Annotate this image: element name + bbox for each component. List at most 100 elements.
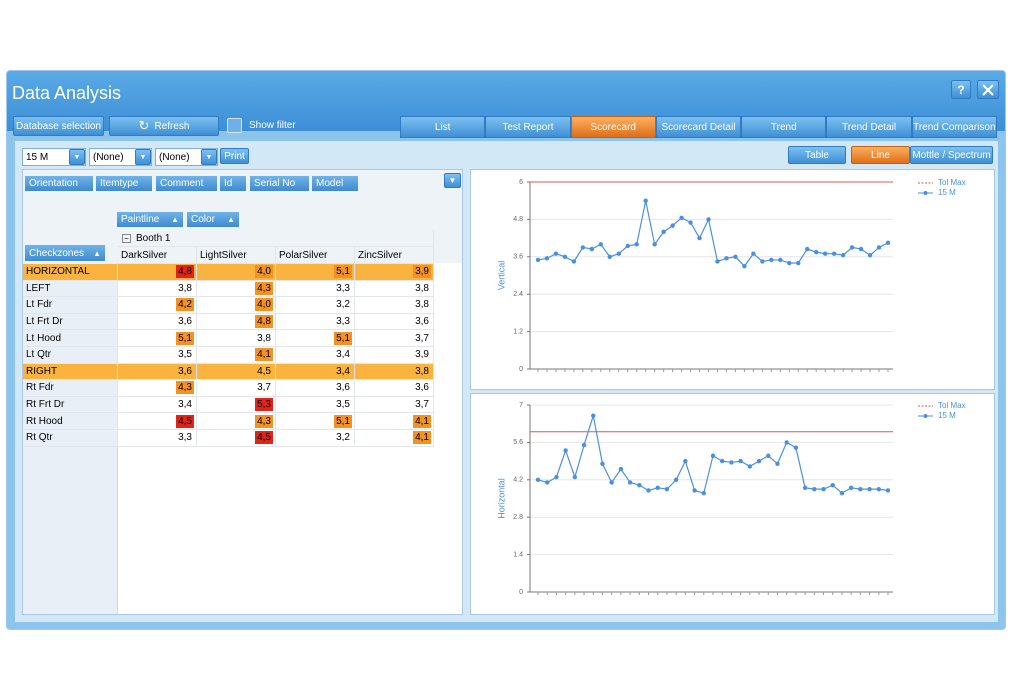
cell: 4,3 [197, 413, 276, 430]
column-field[interactable]: Color ▲ [187, 212, 239, 227]
point [652, 242, 657, 247]
point [733, 254, 738, 259]
cell-value: 3,9 [415, 349, 429, 361]
cell: 3,8 [118, 280, 197, 298]
y-tick-label: 2.8 [513, 514, 523, 521]
tab[interactable]: Trend [741, 116, 827, 138]
point [822, 251, 828, 256]
point [784, 440, 789, 445]
point [747, 464, 753, 469]
cell: 5,1 [118, 330, 197, 347]
cell-value: 3,8 [415, 299, 429, 311]
print-button[interactable]: Print [220, 148, 249, 164]
cell-value: 3,2 [336, 299, 350, 311]
point [535, 257, 541, 263]
cell-value: 4,3 [176, 381, 194, 395]
row-header: LEFT [23, 280, 118, 298]
view-button[interactable]: Mottle / Spectrum [910, 146, 993, 164]
database-selection-button[interactable]: Database selection [13, 116, 104, 136]
tab[interactable]: Trend Detail [826, 116, 912, 138]
point [738, 458, 743, 464]
group-label: Booth 1 [136, 232, 171, 244]
point [554, 474, 559, 480]
field-button[interactable]: Id [220, 176, 246, 191]
legend-label: Tol Max [938, 178, 966, 187]
view-button[interactable]: Table [788, 146, 846, 164]
field-button[interactable]: Comment [156, 176, 217, 191]
point [756, 458, 762, 464]
column-header: DarkSilver [118, 247, 197, 264]
cell: 4,1 [355, 413, 434, 430]
y-tick-label: 4.8 [513, 216, 523, 223]
dropdown[interactable]: (None) ▼ [155, 148, 218, 166]
legend-label: 15 M [938, 411, 956, 420]
cell-value: 3,8 [178, 282, 192, 294]
y-tick-label: 1.2 [513, 328, 523, 335]
cell: 5,1 [276, 330, 355, 347]
cell-value: 5,1 [176, 331, 194, 345]
field-button[interactable]: Itemtype [96, 176, 152, 191]
point [637, 482, 642, 488]
cell: 3,6 [118, 313, 197, 331]
cell: 5,3 [197, 396, 276, 414]
legend-label: 15 M [938, 188, 956, 197]
point [720, 458, 725, 464]
point [858, 486, 863, 492]
window-title: Data Analysis [12, 83, 122, 103]
point [634, 242, 639, 247]
row-field[interactable]: Checkzones ▲ [25, 245, 105, 261]
refresh-button[interactable]: ↻ Refresh [109, 116, 219, 136]
field-button[interactable]: Serial No [250, 176, 309, 191]
dropdown[interactable]: 15 M ▼ [22, 148, 86, 166]
close-button[interactable] [977, 80, 999, 99]
cell-value: 3,3 [336, 282, 350, 294]
group-header: − Booth 1 [118, 230, 434, 247]
y-tick-label: 0 [519, 589, 523, 596]
point [766, 453, 771, 458]
cell-value: 3,2 [336, 432, 350, 444]
view-switch: Table Line Mottle / Spectrum [788, 146, 993, 164]
y-tick-label: 2.4 [513, 291, 523, 298]
y-tick-label: 3.6 [513, 254, 523, 261]
dropdown[interactable]: (None) ▼ [89, 148, 152, 166]
sort-icon: ▲ [93, 248, 101, 258]
field-chooser[interactable]: ▼ [444, 173, 461, 188]
y-tick-label: 0 [519, 366, 523, 373]
cell: 4,0 [197, 264, 276, 281]
field-button[interactable]: Orientation [25, 176, 93, 191]
legend-marker [923, 191, 928, 195]
point [775, 461, 780, 466]
show-filter-checkbox[interactable] [227, 118, 242, 133]
cell-value: 3,8 [257, 332, 271, 344]
dropdown-value: (None) [159, 151, 190, 163]
point [858, 246, 864, 252]
cell-value: 4,1 [255, 348, 273, 362]
collapse-icon: − [122, 233, 131, 243]
cell: 3,9 [355, 347, 434, 364]
point [715, 259, 720, 264]
point [848, 485, 854, 491]
row-header: Rt Hood [23, 413, 118, 430]
column-field[interactable]: Paintline ▲ [117, 212, 183, 227]
cell-value: 4,3 [255, 281, 273, 295]
tab[interactable]: Scorecard Detail [655, 116, 742, 138]
point [885, 240, 891, 245]
cell-value: 4,5 [257, 365, 271, 377]
point [683, 458, 688, 464]
tab[interactable]: Trend Comparison [911, 116, 997, 138]
point [589, 246, 595, 252]
field-button[interactable]: Model [312, 176, 358, 191]
cell-value: 4,0 [255, 298, 273, 312]
y-tick-label: 6 [519, 179, 523, 186]
cell-value: 3,6 [178, 316, 192, 328]
filter-bar: 15 M ▼ (None) ▼ (None) ▼ [22, 148, 218, 166]
point [793, 445, 799, 450]
tab[interactable]: Scorecard [570, 116, 656, 138]
view-button[interactable]: Line [851, 146, 910, 164]
tab[interactable]: List [400, 116, 486, 138]
tab[interactable]: Test Report [485, 116, 571, 138]
cell-value: 3,7 [415, 399, 429, 411]
help-button[interactable]: ? [951, 80, 971, 99]
point [830, 482, 835, 488]
cell-value: 4,5 [176, 414, 194, 428]
